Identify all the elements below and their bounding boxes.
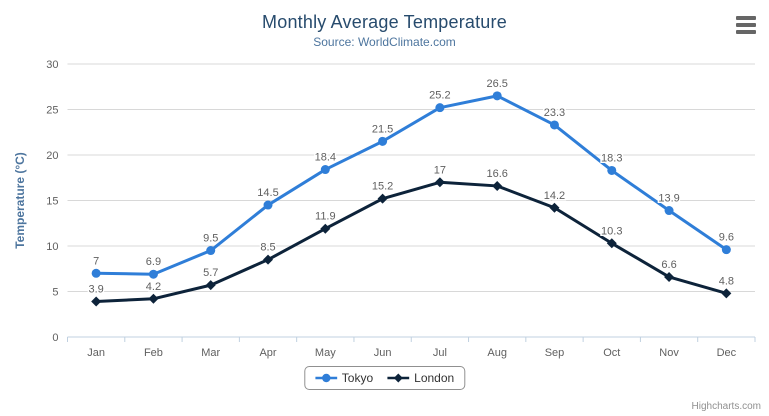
x-tick-label: Aug	[487, 347, 507, 359]
data-point-tokyo[interactable]	[549, 120, 559, 130]
x-tick-label: Jul	[433, 347, 447, 359]
x-tick-label: Nov	[659, 347, 679, 359]
data-label-tokyo: 6.9	[146, 256, 161, 268]
y-tick-label: 30	[46, 59, 58, 71]
data-point-london[interactable]	[492, 180, 503, 191]
data-label-london: 15.2	[372, 181, 393, 193]
data-label-london: 4.2	[146, 281, 161, 293]
data-label-london: 8.5	[260, 242, 275, 254]
data-point-tokyo[interactable]	[721, 245, 731, 255]
data-label-tokyo: 25.2	[429, 90, 450, 102]
credits-link[interactable]: Highcharts.com	[691, 401, 761, 412]
data-label-london: 3.9	[88, 284, 103, 296]
series-line-tokyo	[94, 94, 728, 276]
data-point-tokyo[interactable]	[263, 200, 273, 210]
data-point-london[interactable]	[606, 238, 617, 249]
y-tick-label: 20	[46, 150, 58, 162]
data-label-tokyo: 26.5	[486, 78, 507, 90]
data-label-london: 10.3	[601, 225, 622, 237]
data-point-london[interactable]	[205, 280, 216, 291]
data-point-london[interactable]	[664, 271, 675, 282]
data-label-tokyo: 18.3	[601, 152, 622, 164]
y-tick-label: 25	[46, 105, 58, 117]
data-point-tokyo[interactable]	[320, 165, 330, 175]
x-tick-label: Jan	[87, 347, 105, 359]
data-point-tokyo[interactable]	[378, 136, 388, 146]
x-tick-label: Jun	[374, 347, 392, 359]
data-point-tokyo[interactable]	[435, 103, 445, 113]
hamburger-bar	[736, 16, 756, 20]
data-point-london[interactable]	[377, 193, 388, 204]
y-tick-label: 15	[46, 196, 58, 208]
y-tick-label: 5	[52, 287, 58, 299]
legend-item-london[interactable]: London	[387, 371, 454, 385]
x-tick-label: Apr	[259, 347, 276, 359]
data-label-tokyo: 13.9	[658, 193, 679, 205]
legend: Tokyo London	[303, 366, 466, 390]
y-tick-label: 0	[52, 332, 58, 344]
data-point-london[interactable]	[549, 202, 560, 213]
hamburger-menu-icon[interactable]	[736, 16, 756, 34]
legend-item-tokyo[interactable]: Tokyo	[314, 370, 374, 385]
chart-title: Monthly Average Temperature	[262, 12, 507, 32]
series-line-london	[94, 180, 728, 304]
data-label-london: 6.6	[661, 259, 676, 271]
y-tick-label: 10	[46, 241, 58, 253]
data-label-tokyo: 9.6	[719, 232, 734, 244]
data-point-london[interactable]	[263, 254, 274, 265]
data-point-tokyo[interactable]	[91, 268, 101, 278]
data-label-london: 4.8	[719, 275, 734, 287]
data-point-london[interactable]	[148, 293, 159, 304]
data-label-tokyo: 21.5	[372, 123, 393, 135]
data-label-tokyo: 23.3	[544, 107, 565, 119]
data-label-tokyo: 9.5	[203, 233, 218, 245]
data-point-london[interactable]	[434, 177, 445, 188]
data-label-london: 17	[434, 164, 446, 176]
x-tick-label: May	[315, 347, 336, 359]
x-tick-label: Oct	[603, 347, 620, 359]
y-axis-title: Temperature (°C)	[13, 152, 27, 249]
chart-subtitle: Source: WorldClimate.com	[313, 35, 456, 49]
data-point-tokyo[interactable]	[607, 165, 617, 175]
data-label-tokyo: 18.4	[315, 152, 336, 164]
x-tick-label: Dec	[717, 347, 737, 359]
data-point-tokyo[interactable]	[664, 206, 674, 216]
hamburger-bar	[736, 30, 756, 34]
x-tick-label: Sep	[545, 347, 565, 359]
legend-label-tokyo: Tokyo	[341, 370, 374, 385]
tokyo-legend-marker-icon	[314, 373, 337, 382]
data-label-tokyo: 14.5	[257, 187, 278, 199]
data-point-london[interactable]	[320, 223, 331, 234]
data-point-london[interactable]	[721, 288, 732, 299]
data-label-london: 16.6	[486, 168, 507, 180]
data-point-tokyo[interactable]	[492, 91, 502, 101]
x-tick-label: Feb	[144, 347, 163, 359]
data-point-london[interactable]	[91, 296, 102, 307]
data-label-london: 5.7	[203, 267, 218, 279]
data-label-tokyo: 7	[93, 255, 99, 267]
data-point-tokyo[interactable]	[148, 269, 158, 279]
x-tick-label: Mar	[201, 347, 220, 359]
hamburger-bar	[736, 23, 756, 27]
data-point-tokyo[interactable]	[206, 246, 216, 256]
data-label-london: 14.2	[544, 190, 565, 202]
legend-label-london: London	[414, 370, 455, 385]
london-legend-marker-icon	[387, 373, 410, 382]
data-label-london: 11.9	[315, 211, 336, 223]
